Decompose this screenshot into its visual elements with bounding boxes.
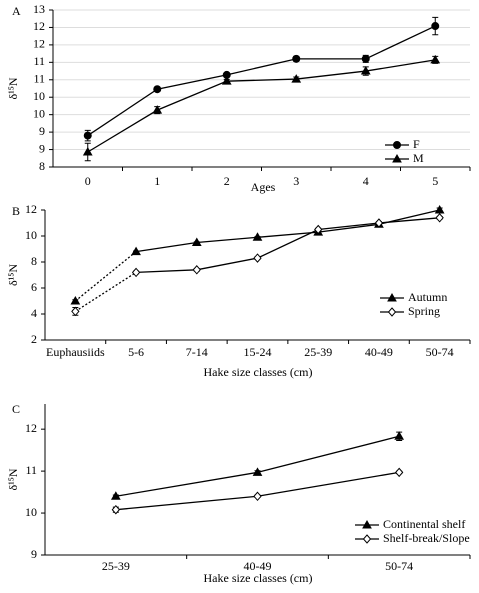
marker [434,204,445,214]
y-tick-label: 11 [33,54,45,68]
x-tick-label: 3 [293,174,299,188]
series-line [87,25,436,137]
series-line [136,217,440,274]
marker [192,265,201,275]
x-tick-label: 25-39 [304,345,332,359]
series-line [135,209,440,253]
marker [387,292,397,302]
marker [253,253,262,263]
legend-label: F [413,137,420,151]
y-tick-label: 12 [25,421,37,435]
y-tick-label: 9 [39,141,45,155]
y-tick-label: 9 [31,547,37,561]
x-axis-label: Ages [251,180,276,194]
x-tick-label: 15-24 [244,345,272,359]
marker [314,224,323,235]
y-tick-label: 9 [39,124,45,138]
marker [82,146,93,156]
series-line [74,251,137,302]
marker [374,218,384,228]
marker [253,491,262,502]
marker [392,153,402,163]
x-tick-label: 50-74 [426,345,454,359]
legend-label: Autumn [408,290,447,304]
x-tick-label: 0 [85,174,91,188]
x-axis-label: Hake size classes (cm) [204,571,313,585]
x-tick-label: 5 [432,174,438,188]
panel-label: B [12,204,20,218]
series-line [87,59,436,153]
marker [292,54,301,63]
marker [252,232,263,241]
marker [387,307,397,317]
y-tick-label: 10 [25,505,37,519]
x-tick-label: 50-74 [385,559,413,573]
x-tick-label: 4 [363,174,369,188]
y-tick-label: 2 [31,332,37,346]
y-tick-label: 6 [31,280,37,294]
marker [362,519,372,529]
marker [221,76,232,85]
x-axis-label: Hake size classes (cm) [204,365,313,379]
marker [430,54,441,64]
y-tick-label: 11 [25,463,37,477]
marker [83,131,92,140]
x-tick-label: 40-49 [244,559,272,573]
legend-label: Shelf-break/Slope [383,531,470,545]
y-tick-label: 8 [31,254,37,268]
marker [131,267,141,278]
y-tick-label: 8 [39,159,45,173]
marker [70,295,81,305]
y-tick-label: 10 [25,228,37,242]
legend-label: Spring [408,304,440,318]
marker [111,504,120,515]
panel-label: C [12,402,20,416]
series-line [115,471,400,511]
marker [394,431,405,440]
y-axis-label: δ¹⁵N [6,264,20,286]
series-line [75,271,137,312]
y-tick-label: 12 [25,202,37,216]
marker [361,54,370,63]
x-tick-label: 1 [154,174,160,188]
y-tick-label: 4 [31,306,37,320]
marker [153,85,162,94]
panel-label: A [12,4,21,18]
y-tick-label: 10 [33,106,45,120]
x-tick-label: 40-49 [365,345,393,359]
y-tick-label: 10 [33,89,45,103]
marker [152,105,163,114]
marker [252,467,263,476]
marker [360,66,371,75]
x-tick-label: 7-14 [186,345,208,359]
y-axis-label: δ¹⁵N [6,468,20,490]
y-tick-label: 11 [33,72,45,86]
y-axis-label: δ¹⁵N [6,77,20,99]
x-tick-label: 2 [224,174,230,188]
x-tick-label: Euphausiids [46,345,105,359]
marker [393,141,401,149]
marker [191,237,202,246]
legend-label: Continental shelf [383,517,465,531]
series-line [115,435,400,497]
marker [291,74,302,83]
y-tick-label: 12 [33,19,45,33]
marker [395,467,404,478]
x-tick-label: 25-39 [102,559,130,573]
marker [431,22,440,31]
marker [435,213,444,223]
marker [131,246,141,256]
marker [110,491,121,500]
y-tick-label: 12 [33,37,45,51]
marker [362,534,372,544]
x-tick-label: 5-6 [128,345,144,359]
y-tick-label: 13 [33,2,45,16]
legend-label: M [413,151,424,165]
marker [71,306,80,317]
